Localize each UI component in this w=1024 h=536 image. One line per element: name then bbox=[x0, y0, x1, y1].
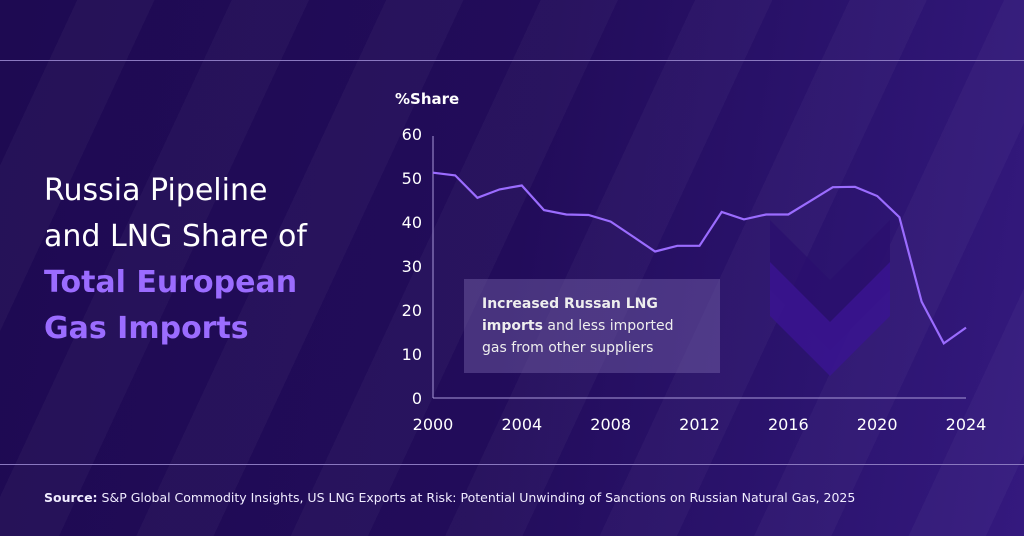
y-tick-label: 50 bbox=[402, 169, 422, 188]
x-tick-label: 2004 bbox=[501, 415, 542, 434]
y-tick-label: 30 bbox=[402, 257, 422, 276]
source-label: Source: bbox=[44, 490, 98, 505]
title-highlight: Total European bbox=[44, 265, 298, 300]
y-tick-label: 20 bbox=[402, 301, 422, 320]
annotation-bold: Increased Russan LNG bbox=[482, 296, 658, 312]
y-axis-label: %Share bbox=[395, 90, 459, 108]
series-line bbox=[432, 171, 967, 346]
y-tick-label: 0 bbox=[412, 389, 422, 408]
annotation-text: and less imported gas from other supplie… bbox=[482, 318, 674, 356]
y-tick-label: 10 bbox=[402, 345, 422, 364]
top-divider bbox=[0, 60, 1024, 61]
x-tick-label: 2016 bbox=[768, 415, 809, 434]
title-highlight: Gas Imports bbox=[44, 311, 249, 346]
y-tick-label: 40 bbox=[402, 213, 422, 232]
bottom-divider bbox=[0, 464, 1024, 465]
x-tick-label: 2000 bbox=[413, 415, 454, 434]
x-tick-label: 2008 bbox=[590, 415, 631, 434]
x-tick-label: 2020 bbox=[857, 415, 898, 434]
source-note: Source: S&P Global Commodity Insights, U… bbox=[44, 490, 855, 505]
source-text: S&P Global Commodity Insights, US LNG Ex… bbox=[97, 490, 856, 505]
chevron-logo bbox=[770, 220, 890, 376]
annotation-bold: imports bbox=[482, 318, 543, 334]
annotation-box: Increased Russan LNG imports and less im… bbox=[464, 279, 720, 373]
x-tick-label: 2024 bbox=[946, 415, 987, 434]
page-title: Russia Pipeline and LNG Share of Total E… bbox=[44, 168, 307, 352]
y-tick-label: 60 bbox=[402, 125, 422, 144]
title-line: Russia Pipeline bbox=[44, 173, 268, 208]
title-line: and LNG Share of bbox=[44, 219, 307, 254]
x-tick-label: 2012 bbox=[679, 415, 720, 434]
